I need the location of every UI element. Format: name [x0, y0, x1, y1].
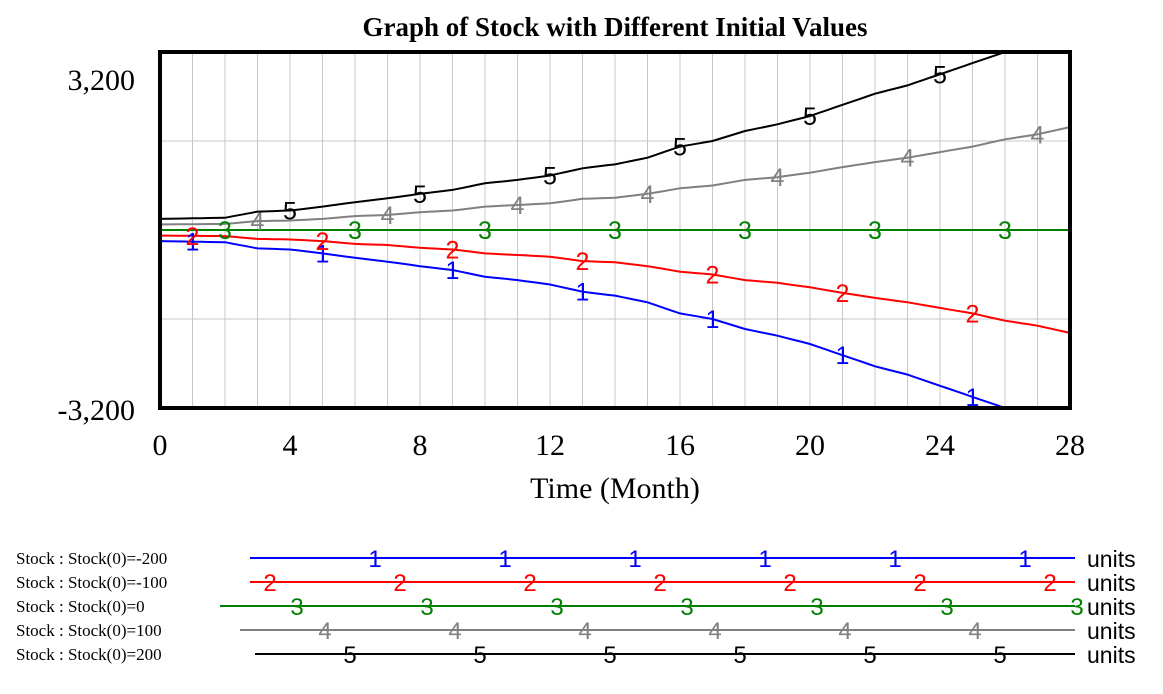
legend-marker-3: 3	[1070, 594, 1083, 621]
x-tick-label: 24	[925, 429, 955, 462]
legend-marker-3: 3	[290, 594, 303, 621]
y-tick-label-min: -3,200	[58, 394, 136, 427]
x-tick-labels: 0 4 8 12 16 20 24 28	[153, 429, 1086, 462]
series-marker-5: 5	[673, 134, 687, 162]
legend-marker-1: 1	[498, 546, 511, 573]
series-line-2	[160, 234, 1071, 334]
series-line-5	[160, 51, 1070, 220]
series-marker-4: 4	[641, 181, 655, 209]
series-marker-1: 1	[186, 229, 200, 257]
x-tick-label: 4	[283, 429, 298, 462]
series-marker-1: 1	[966, 384, 980, 412]
legend-label: Stock : Stock(0)=0	[16, 597, 145, 616]
legend-marker-5: 5	[473, 642, 486, 669]
series-marker-1: 1	[446, 257, 460, 285]
series-marker-3: 3	[738, 217, 752, 245]
series-lines	[160, 51, 1071, 408]
legend-label: Stock : Stock(0)=200	[16, 645, 162, 664]
legend-marker-2: 2	[653, 570, 666, 597]
legend-marker-3: 3	[810, 594, 823, 621]
legend-marker-4: 4	[968, 618, 981, 645]
legend-marker-4: 4	[318, 618, 331, 645]
series-marker-1: 1	[836, 342, 850, 370]
legend-marker-5: 5	[603, 642, 616, 669]
series-marker-3: 3	[868, 217, 882, 245]
series-marker-1: 1	[316, 240, 330, 268]
series-marker-2: 2	[966, 300, 980, 328]
series-marker-4: 4	[511, 192, 525, 220]
legend-marker-2: 2	[393, 570, 406, 597]
legend-marker-2: 2	[913, 570, 926, 597]
legend-marker-4: 4	[708, 618, 721, 645]
legend-marker-3: 3	[940, 594, 953, 621]
legend: Stock : Stock(0)=-200 1 1 1 1 1 1 units Stock : …	[16, 546, 1136, 669]
series-marker-1: 1	[706, 306, 720, 334]
series-marker-4: 4	[771, 164, 785, 192]
x-tick-label: 20	[795, 429, 825, 462]
legend-marker-1: 1	[1018, 546, 1031, 573]
series-marker-5: 5	[803, 103, 817, 131]
series-line-4	[160, 126, 1071, 226]
series-marker-2: 2	[836, 280, 850, 308]
series-marker-3: 3	[218, 217, 232, 245]
legend-marker-5: 5	[993, 642, 1006, 669]
legend-units: units	[1087, 546, 1136, 572]
series-marker-5: 5	[543, 162, 557, 190]
legend-marker-1: 1	[368, 546, 381, 573]
series-marker-3: 3	[348, 217, 362, 245]
legend-marker-2: 2	[1043, 570, 1056, 597]
legend-marker-4: 4	[578, 618, 591, 645]
legend-units: units	[1087, 594, 1136, 620]
legend-marker-4: 4	[448, 618, 461, 645]
series-line-1	[160, 240, 1070, 408]
legend-label: Stock : Stock(0)=-100	[16, 573, 167, 592]
x-tick-label: 0	[153, 429, 168, 462]
series-marker-4: 4	[901, 145, 915, 173]
plot-frame	[158, 50, 1072, 410]
legend-marker-5: 5	[343, 642, 356, 669]
y-tick-label-max: 3,200	[68, 64, 136, 97]
legend-marker-2: 2	[523, 570, 536, 597]
series-marker-2: 2	[446, 236, 460, 264]
legend-marker-1: 1	[628, 546, 641, 573]
chart-title: Graph of Stock with Different Initial Va…	[362, 12, 867, 42]
x-tick-label: 16	[665, 429, 695, 462]
x-axis-label: Time (Month)	[530, 472, 700, 505]
series-marker-3: 3	[998, 217, 1012, 245]
legend-marker-3: 3	[680, 594, 693, 621]
legend-label: Stock : Stock(0)=100	[16, 621, 162, 640]
legend-marker-3: 3	[550, 594, 563, 621]
legend-marker-5: 5	[863, 642, 876, 669]
x-tick-label: 8	[413, 429, 428, 462]
legend-label: Stock : Stock(0)=-200	[16, 549, 167, 568]
legend-units: units	[1087, 618, 1136, 644]
legend-marker-4: 4	[838, 618, 851, 645]
legend-marker-1: 1	[758, 546, 771, 573]
legend-marker-1: 1	[888, 546, 901, 573]
legend-units: units	[1087, 642, 1136, 668]
series-marker-5: 5	[283, 198, 297, 226]
series-marker-3: 3	[608, 217, 622, 245]
legend-marker-3: 3	[420, 594, 433, 621]
series-marker-1: 1	[576, 279, 590, 307]
series-marker-2: 2	[706, 262, 720, 290]
series-marker-5: 5	[933, 61, 947, 89]
x-tick-label: 28	[1055, 429, 1085, 462]
legend-marker-2: 2	[263, 570, 276, 597]
legend-marker-5: 5	[733, 642, 746, 669]
series-marker-2: 2	[576, 248, 590, 276]
x-tick-label: 12	[535, 429, 565, 462]
series-marker-3: 3	[478, 217, 492, 245]
series-marker-4: 4	[381, 202, 395, 230]
series-marker-2: 2	[316, 228, 330, 256]
series-marker-4: 4	[251, 208, 265, 236]
series-marker-2: 2	[186, 223, 200, 251]
legend-units: units	[1087, 570, 1136, 596]
legend-marker-2: 2	[783, 570, 796, 597]
series-marker-4: 4	[1031, 121, 1045, 149]
series-marker-5: 5	[413, 181, 427, 209]
